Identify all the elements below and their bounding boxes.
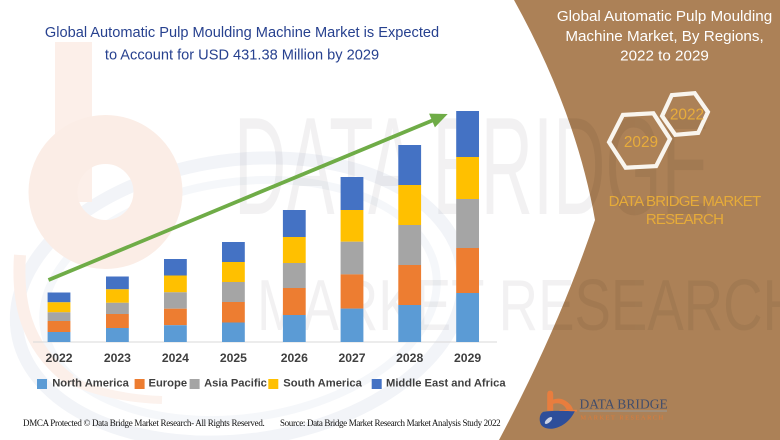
- svg-text:South America: South America: [283, 378, 362, 390]
- svg-text:2026: 2026: [281, 351, 308, 365]
- svg-text:2022: 2022: [45, 351, 72, 365]
- svg-text:2025: 2025: [220, 351, 247, 365]
- svg-text:2023: 2023: [104, 351, 131, 365]
- svg-text:2029: 2029: [454, 351, 481, 365]
- svg-text:to Account for USD 431.38 Mill: to Account for USD 431.38 Million by 202…: [105, 48, 379, 64]
- svg-text:DATA BRIDGE MARKET: DATA BRIDGE MARKET: [609, 193, 761, 210]
- svg-text:RESEARCH: RESEARCH: [646, 211, 723, 228]
- svg-text:Middle East and Africa: Middle East and Africa: [386, 378, 506, 390]
- svg-text:2024: 2024: [162, 351, 189, 365]
- svg-text:2028: 2028: [396, 351, 423, 365]
- svg-text:Source: Data Bridge Market Res: Source: Data Bridge Market Research Mark…: [280, 418, 500, 428]
- svg-text:DMCA Protected © Data Bridge M: DMCA Protected © Data Bridge Market Rese…: [23, 418, 265, 428]
- svg-text:2027: 2027: [338, 351, 365, 365]
- svg-text:2029: 2029: [624, 134, 658, 151]
- svg-text:Asia Pacific: Asia Pacific: [204, 378, 267, 390]
- svg-text:2022 to 2029: 2022 to 2029: [620, 48, 709, 65]
- svg-text:2022: 2022: [670, 107, 704, 124]
- svg-text:MARKET RESEARCH: MARKET RESEARCH: [581, 415, 665, 422]
- svg-text:North America: North America: [52, 378, 129, 390]
- svg-text:Global Automatic Pulp Moulding: Global Automatic Pulp Moulding: [557, 8, 772, 25]
- svg-text:Machine Market, By Regions,: Machine Market, By Regions,: [565, 28, 763, 45]
- svg-text:Europe: Europe: [149, 378, 188, 390]
- svg-text:Global Automatic Pulp Moulding: Global Automatic Pulp Moulding Machine M…: [45, 25, 439, 41]
- svg-text:DATA BRIDGE: DATA BRIDGE: [580, 396, 668, 411]
